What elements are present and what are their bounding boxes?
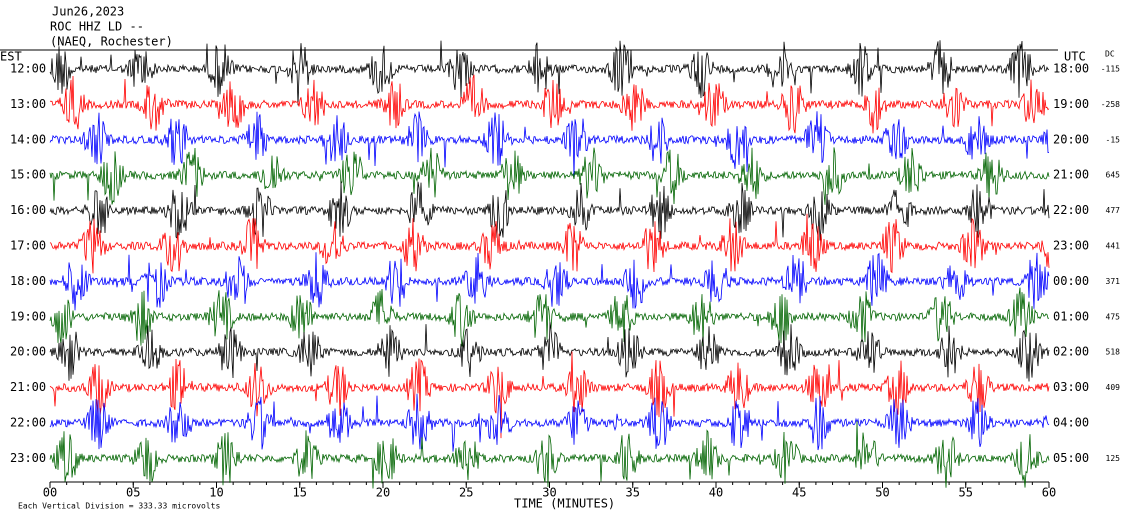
trace [49, 147, 1050, 205]
dc-value: 371 [1106, 277, 1121, 286]
est-label: 20:00 [10, 345, 46, 359]
dc-label: DC [1105, 50, 1115, 59]
dc-value: -15 [1106, 135, 1121, 144]
trace [49, 421, 1050, 489]
utc-label: 00:00 [1053, 274, 1089, 288]
x-label: TIME (MINUTES) [514, 497, 615, 511]
x-tick-label: 40 [709, 486, 723, 500]
utc-label: 19:00 [1053, 97, 1089, 111]
dc-value: 409 [1106, 383, 1121, 392]
x-tick-label: 05 [126, 486, 140, 500]
est-label: 21:00 [10, 380, 46, 394]
x-tick-label: 30 [542, 486, 556, 500]
trace [49, 252, 1050, 311]
est-label: 16:00 [10, 203, 46, 217]
dc-value: 125 [1106, 454, 1121, 463]
trace [49, 111, 1049, 179]
utc-label: 02:00 [1053, 345, 1089, 359]
dc-value: -258 [1101, 100, 1120, 109]
est-label: 12:00 [10, 62, 46, 76]
left-label: EST [0, 50, 22, 64]
station: ROC HHZ LD -- [50, 20, 144, 34]
x-tick-label: 55 [959, 486, 973, 500]
dc-value: 477 [1106, 206, 1121, 215]
location: (NAEQ, Rochester) [50, 35, 173, 49]
est-label: 22:00 [10, 416, 46, 430]
est-label: 14:00 [10, 132, 46, 146]
trace [49, 40, 1050, 106]
right-label: UTC [1064, 50, 1086, 64]
trace [49, 393, 1050, 452]
trace [49, 181, 1050, 241]
est-label: 17:00 [10, 239, 46, 253]
x-tick-label: 00 [43, 486, 57, 500]
est-label: 23:00 [10, 451, 46, 465]
est-label: 15:00 [10, 168, 46, 182]
utc-label: 01:00 [1053, 309, 1089, 323]
x-tick-label: 50 [875, 486, 889, 500]
x-tick-label: 35 [626, 486, 640, 500]
footer: Each Vertical Division = 333.33 microvol… [18, 502, 220, 511]
x-tick-label: 45 [792, 486, 806, 500]
utc-label: 20:00 [1053, 132, 1089, 146]
est-label: 18:00 [10, 274, 46, 288]
trace [49, 351, 1050, 439]
trace [49, 74, 1050, 134]
dc-value: 645 [1106, 171, 1121, 180]
est-label: 13:00 [10, 97, 46, 111]
x-tick-label: 10 [209, 486, 223, 500]
dc-value: 441 [1106, 242, 1121, 251]
dc-value: 518 [1106, 348, 1121, 357]
x-tick-label: 15 [293, 486, 307, 500]
trace [49, 213, 1050, 274]
dc-value: 475 [1106, 312, 1121, 321]
x-tick-label: 60 [1042, 486, 1056, 500]
utc-label: 21:00 [1053, 168, 1089, 182]
x-tick-label: 20 [376, 486, 390, 500]
utc-label: 04:00 [1053, 416, 1089, 430]
utc-label: 03:00 [1053, 380, 1089, 394]
utc-label: 23:00 [1053, 239, 1089, 253]
trace [49, 287, 1050, 347]
dc-value: -115 [1101, 65, 1120, 74]
utc-label: 18:00 [1053, 62, 1089, 76]
traces [49, 40, 1050, 489]
x-tick-label: 25 [459, 486, 473, 500]
utc-label: 05:00 [1053, 451, 1089, 465]
utc-label: 22:00 [1053, 203, 1089, 217]
date: Jun26,2023 [52, 5, 124, 19]
trace [49, 322, 1050, 382]
est-label: 19:00 [10, 309, 46, 323]
